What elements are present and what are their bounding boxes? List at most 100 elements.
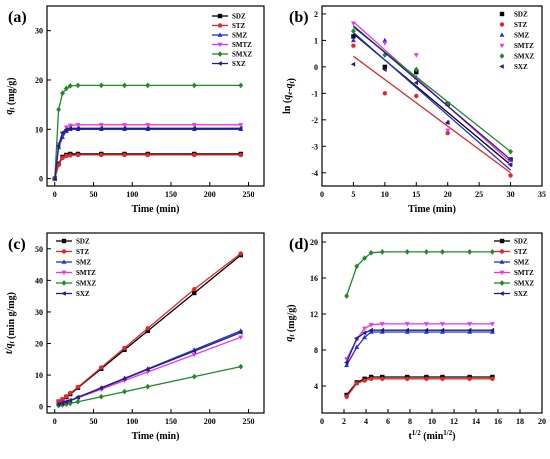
series-line — [54, 153, 241, 179]
legend-marker — [499, 238, 505, 244]
panel-label: (d) — [289, 236, 309, 253]
y-label-part: ln ( — [282, 99, 293, 114]
x-tick-label: 15 — [412, 190, 420, 199]
legend: SDZ STZ SMZ SMTZ SMXZ SXZ — [499, 11, 535, 71]
legend-label: SMZ — [514, 32, 530, 40]
data-point — [404, 322, 410, 327]
legend-marker — [499, 32, 505, 37]
series-stz — [56, 251, 243, 404]
panel-label: (a) — [8, 9, 27, 26]
y-axis-label: qt (mg/g) — [4, 77, 17, 114]
data-point — [467, 249, 473, 255]
legend-label: SXZ — [232, 60, 246, 68]
x-tick-label: 10 — [428, 417, 436, 426]
data-point — [424, 376, 429, 381]
data-point — [354, 263, 360, 270]
series-smz — [344, 329, 495, 368]
x-tick-label: 200 — [204, 417, 216, 426]
legend-marker — [499, 53, 505, 59]
data-point — [368, 327, 373, 333]
data-point — [145, 328, 150, 334]
legend: SDZ STZ SMZ SMTZ SMXZ SXZ — [494, 238, 535, 298]
y-tick-label: 20 — [35, 76, 43, 85]
series-line — [58, 330, 242, 405]
data-point — [60, 396, 65, 402]
data-point — [145, 82, 151, 89]
fit-line — [353, 55, 511, 174]
data-point — [423, 249, 429, 255]
legend-marker — [499, 11, 505, 17]
data-point — [382, 37, 388, 43]
x-tick-label: 200 — [204, 190, 216, 199]
data-point — [361, 330, 367, 336]
data-point — [68, 390, 73, 396]
x-tick-label: 10 — [381, 190, 389, 199]
y-tick-label: 4 — [314, 382, 318, 391]
series-sxz — [55, 330, 243, 407]
panel-3: 0 50 100 150 200 250 0 10 20 30 40 50 Time (min) t/qt… — [4, 232, 265, 442]
data-point — [64, 394, 69, 399]
data-point — [423, 322, 429, 327]
data-point — [238, 123, 244, 128]
y-tick-label: -3 — [311, 142, 318, 151]
data-point — [238, 82, 244, 89]
data-point — [351, 21, 356, 26]
series-smxz — [351, 26, 513, 155]
data-point — [467, 376, 472, 381]
fit-line — [353, 31, 511, 171]
y-axis-label: qt (mg/g) — [284, 304, 297, 341]
plot-frame — [46, 5, 265, 187]
y-label-part: (min g/mg) — [6, 292, 17, 341]
legend-label: SDZ — [514, 11, 528, 19]
x-tick-label: 5 — [351, 190, 355, 199]
data-point — [440, 249, 445, 255]
data-point — [145, 367, 150, 372]
data-point — [351, 34, 356, 39]
legend-label: SDZ — [76, 238, 90, 246]
data-point — [440, 322, 445, 327]
x-axis-label: t1/2 (min1/2) — [408, 429, 455, 442]
y-tick-label: 30 — [35, 308, 43, 317]
data-point — [344, 394, 349, 399]
data-point — [489, 249, 495, 255]
data-point — [99, 152, 104, 158]
data-point — [145, 152, 150, 158]
legend-marker — [499, 291, 504, 296]
data-point — [238, 363, 244, 370]
x-tick-label: 35 — [538, 190, 546, 199]
series-stz — [351, 43, 513, 178]
legend-marker — [499, 280, 505, 286]
series-line — [58, 365, 241, 407]
data-point — [344, 362, 350, 368]
y-label-part: (mg/g) — [286, 304, 297, 334]
data-point — [55, 401, 61, 407]
x-axis-label: Time (min) — [132, 431, 180, 442]
x-tick-label: 20 — [444, 190, 452, 199]
data-point — [60, 155, 65, 161]
data-point — [98, 82, 104, 89]
y-label-part: t — [288, 334, 296, 337]
x-tick-label: 250 — [243, 190, 255, 199]
legend-marker — [61, 280, 67, 286]
x-tick-label: 50 — [90, 417, 98, 426]
data-point — [67, 125, 73, 131]
legend-label: STZ — [514, 248, 528, 256]
data-point — [192, 152, 197, 158]
y-tick-label: 30 — [35, 27, 43, 36]
data-point — [368, 376, 374, 381]
series-line — [58, 331, 242, 405]
data-point — [413, 53, 419, 58]
data-point — [63, 85, 69, 92]
series-line — [346, 331, 493, 366]
data-point — [191, 348, 197, 354]
data-point — [122, 388, 127, 395]
data-point — [413, 80, 419, 86]
y-tick-label: 2 — [314, 10, 318, 19]
data-point — [55, 143, 61, 149]
data-point — [191, 123, 197, 128]
data-point — [145, 326, 150, 331]
data-point — [59, 130, 65, 136]
data-point — [238, 335, 244, 340]
series-line — [54, 124, 241, 179]
